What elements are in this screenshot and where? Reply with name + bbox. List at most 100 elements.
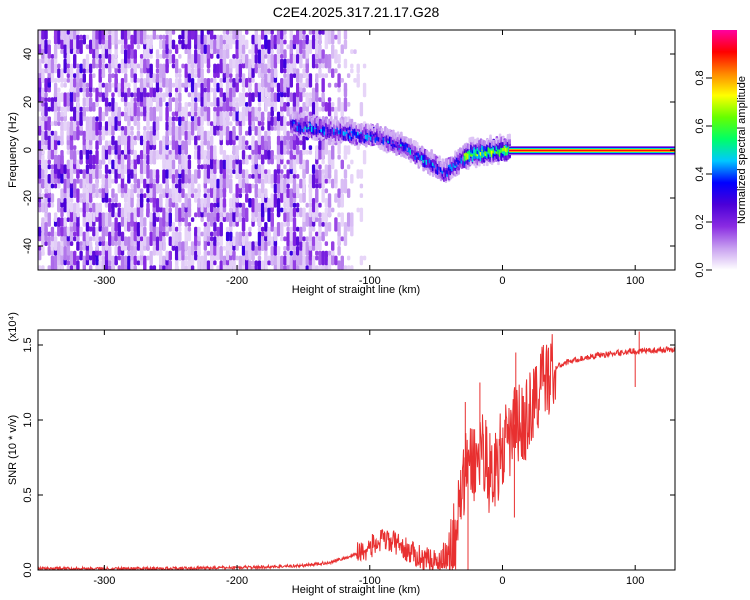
spectrogram-cell: [292, 174, 297, 179]
spectrogram-cell: [283, 30, 287, 35]
spectrogram-cell: [50, 135, 55, 150]
spectrogram-cell: [123, 87, 128, 93]
spectrogram-cell: [311, 102, 316, 117]
spectrogram-cell: [283, 202, 287, 208]
spectrogram-cell: [76, 178, 80, 184]
spectrogram-cell: [229, 87, 233, 102]
spectrogram-cell: [171, 30, 176, 35]
spectrogram-cell: [289, 188, 294, 203]
spectrogram-cell: [222, 44, 227, 50]
spectrogram-cell: [222, 111, 227, 126]
spectrogram-cell: [305, 150, 309, 155]
spectrogram-cell: [219, 34, 223, 50]
spectrogram-cell: [245, 231, 249, 242]
spectrogram-cell: [235, 231, 239, 246]
spectrogram-cell: [171, 63, 176, 69]
spectrogram-cell: [159, 97, 163, 107]
spectrogram-cell: [213, 231, 217, 237]
spectrogram-cell: [283, 250, 287, 256]
spectrogram-cell: [85, 116, 90, 131]
spectrogram-cell: [229, 30, 233, 35]
spectrogram-cell: [108, 34, 112, 50]
spectrogram-cell: [168, 30, 172, 45]
spectrogram-cell: [60, 30, 64, 40]
spectrogram-cell: [111, 135, 115, 146]
spectrogram-cell: [257, 102, 262, 107]
spectrogram-cell: [225, 111, 230, 126]
spectrogram-cell: [251, 260, 255, 266]
spectrogram-cell: [73, 236, 77, 242]
snr-y-ticks: 0.0 0.5 1.0 1.5: [22, 337, 675, 578]
spectrogram-cell: [117, 39, 122, 45]
spectrogram-cell: [76, 63, 80, 69]
spectrogram-cell: [209, 30, 214, 40]
spectrogram-cell: [66, 92, 71, 107]
spectrogram-cell: [267, 207, 271, 222]
spectrogram-cell: [66, 217, 71, 222]
spectrogram-cell: [73, 30, 77, 40]
spectrogram-cell: [213, 260, 217, 266]
spectrogram-cell: [257, 260, 262, 270]
spectrogram-cell: [238, 78, 243, 83]
snr-x-label: Height of straight line (km): [292, 584, 420, 596]
spectrogram-cell: [98, 250, 102, 256]
spectrogram-cell: [343, 82, 348, 98]
spectrogram-cell: [299, 39, 303, 54]
spectrogram-cell: [305, 241, 309, 256]
spectrogram-cell: [248, 154, 252, 160]
spectrogram-cell: [194, 49, 198, 64]
spectrogram-cell: [57, 63, 61, 69]
spectrogram-cell: [184, 183, 188, 189]
spectrogram-cell: [53, 102, 58, 112]
spectrogram-cell: [229, 198, 233, 208]
spectrogram-cell: [181, 82, 185, 88]
spectrogram-cell: [159, 217, 163, 232]
spectrogram-cell: [149, 150, 153, 165]
spectrogram-cell: [321, 78, 325, 93]
spectrogram-cell: [178, 92, 182, 102]
spectrogram-cell: [123, 106, 128, 112]
spectrogram-cell: [69, 121, 74, 136]
spectrogram-cell: [85, 44, 90, 50]
spectrogram-cell: [245, 106, 249, 117]
spectrogram-cell: [430, 149, 433, 155]
spectrogram-cell: [334, 106, 338, 117]
spectrogram-cell: [273, 34, 278, 45]
spectrogram-cell: [283, 236, 287, 242]
spectrogram-cell: [318, 250, 322, 266]
spectrogram-cell: [273, 193, 278, 208]
spectrogram-cell: [60, 226, 64, 237]
spectrogram-cell: [123, 73, 128, 83]
spectrogram-cell: [168, 92, 172, 98]
spectrogram-cell: [85, 97, 90, 107]
spectrogram-cell: [267, 111, 271, 122]
spectrogram-cell: [159, 87, 163, 93]
spectrogram-cell: [229, 231, 233, 242]
spectrogram-cell: [149, 63, 153, 78]
spectrogram-cell: [273, 183, 278, 194]
spectrogram-cell: [308, 39, 313, 54]
spectrogram-cell: [229, 121, 233, 126]
spectrogram-cell: [136, 154, 141, 165]
spectrogram-cell: [69, 198, 74, 203]
spectrogram-cell: [308, 73, 313, 88]
spectrogram-cell: [327, 178, 332, 184]
spectrogram-cell: [289, 92, 294, 102]
spectrogram-cell: [88, 207, 93, 213]
spectrogram-cell: [168, 250, 172, 261]
spectrogram-cell: [225, 174, 230, 189]
spectrogram-cell: [292, 92, 297, 107]
spectrogram-cell: [162, 207, 166, 222]
spectrogram-cell: [41, 217, 45, 232]
spectrogram-cell: [216, 34, 220, 50]
spectrogram-cell: [155, 73, 160, 83]
spectrogram-cell: [178, 250, 182, 261]
spectrogram-cell: [257, 255, 262, 261]
spectrogram-cell: [305, 212, 309, 227]
spectrogram-cell: [235, 102, 239, 112]
spectrogram-cell: [203, 34, 208, 45]
spectrogram-cell: [299, 30, 303, 40]
spectrogram-cell: [356, 73, 360, 88]
spectrogram-cell: [133, 92, 137, 98]
spectrogram-cell: [130, 130, 134, 136]
